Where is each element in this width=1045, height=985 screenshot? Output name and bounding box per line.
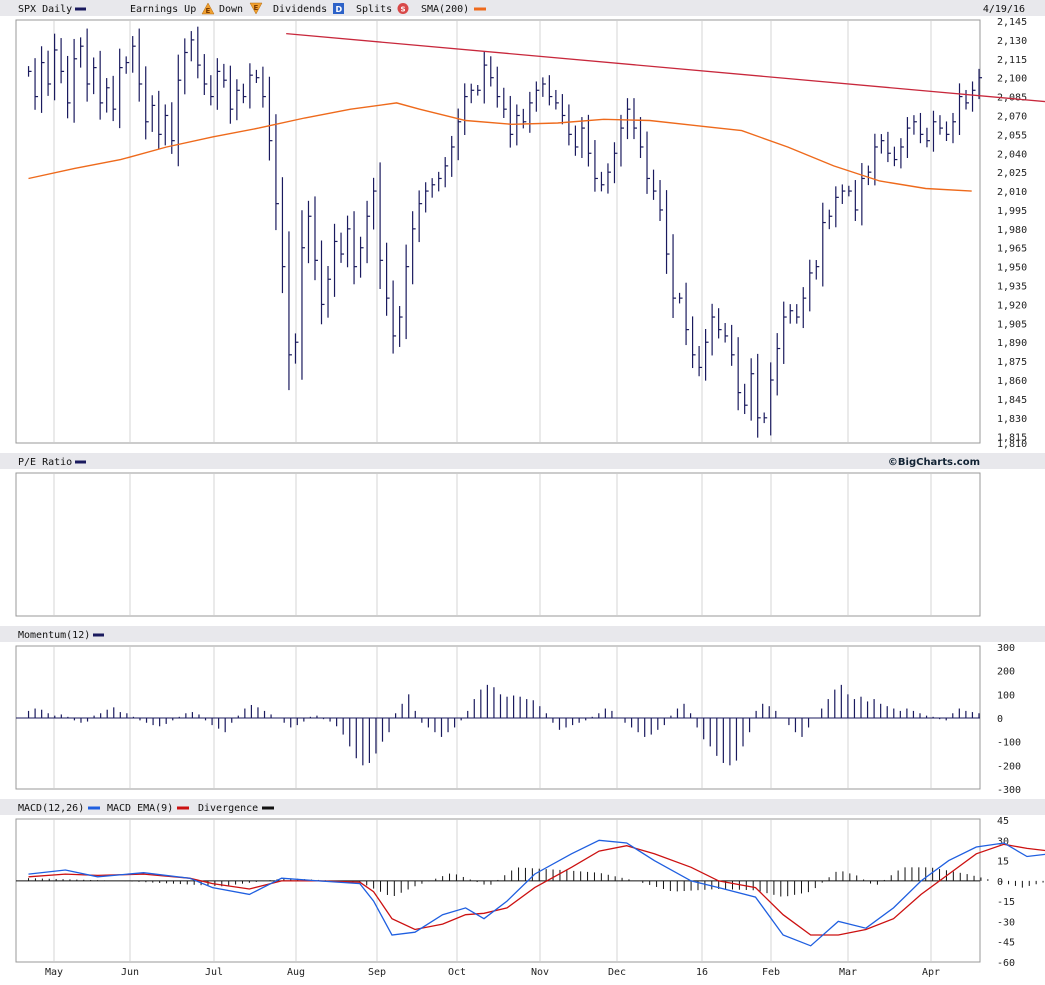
y-tick-label: 2,115 — [997, 55, 1027, 66]
macd-ema-label: MACD EMA(9) — [107, 803, 173, 814]
x-tick-label: Jul — [205, 967, 223, 978]
y-tick-label: -200 — [997, 761, 1021, 772]
y-tick-label: 1,935 — [997, 282, 1027, 293]
y-tick-label: 2,130 — [997, 36, 1027, 47]
y-tick-label: 1,875 — [997, 357, 1027, 368]
y-tick-label: -100 — [997, 738, 1021, 749]
ohlc-bar — [979, 69, 982, 99]
momentum-y-axis: 300 200 100 0 -100 -200 -300 — [997, 643, 1021, 796]
y-tick-label: 300 — [997, 643, 1015, 654]
x-tick-label: Jun — [121, 967, 139, 978]
sma-label: SMA(200) — [421, 4, 469, 15]
x-tick-label: May — [45, 967, 63, 978]
macd-pane — [16, 819, 980, 962]
y-tick-label: 15 — [997, 857, 1009, 868]
y-tick-label: 2,145 — [997, 17, 1027, 28]
x-tick-label: Mar — [839, 967, 857, 978]
divergence-label: Divergence — [198, 803, 258, 814]
dividends-label: Dividends — [273, 4, 327, 15]
price-y-axis: 2,1452,1302,1152,1002,0852,0702,0552,040… — [997, 17, 1027, 450]
y-tick-label: 1,965 — [997, 244, 1027, 255]
y-tick-label: -15 — [997, 897, 1015, 908]
y-tick-label: 1,995 — [997, 206, 1027, 217]
y-tick-label: 2,040 — [997, 149, 1027, 160]
x-tick-label: Dec — [608, 967, 626, 978]
earnings-down-glyph: E — [254, 4, 259, 12]
earnings-up-label: Earnings Up — [130, 4, 196, 15]
pe-label: P/E Ratio — [18, 457, 72, 468]
y-tick-label: 1,860 — [997, 376, 1027, 387]
y-tick-label: 0 — [997, 714, 1003, 725]
y-tick-label: 1,845 — [997, 395, 1027, 406]
momentum-header-bar — [0, 626, 1045, 642]
earnings-up-glyph: E — [206, 7, 211, 15]
y-tick-label: 2,025 — [997, 168, 1027, 179]
chart-date: 4/19/16 — [983, 4, 1025, 15]
y-tick-label: -300 — [997, 785, 1021, 796]
y-tick-label: 45 — [997, 816, 1009, 827]
y-tick-label: 1,980 — [997, 225, 1027, 236]
y-tick-label: -60 — [997, 958, 1015, 969]
bigcharts-credit: ©BigCharts.com — [888, 457, 980, 468]
x-tick-label: Feb — [762, 967, 780, 978]
y-tick-label: 2,070 — [997, 111, 1027, 122]
y-tick-label: 100 — [997, 690, 1015, 701]
y-tick-label: 2,010 — [997, 187, 1027, 198]
pe-pane — [16, 473, 980, 616]
y-tick-label: 1,920 — [997, 300, 1027, 311]
x-tick-label: Sep — [368, 967, 386, 978]
earnings-down-label: Down — [219, 4, 243, 15]
y-tick-label: 2,100 — [997, 74, 1027, 85]
y-tick-label: 200 — [997, 667, 1015, 678]
splits-glyph: S — [401, 6, 406, 14]
x-tick-label: Oct — [448, 967, 466, 978]
y-tick-label: 1,905 — [997, 319, 1027, 330]
y-tick-label: 1,890 — [997, 338, 1027, 349]
x-tick-label: Nov — [531, 967, 549, 978]
dividends-glyph: D — [336, 5, 343, 14]
y-tick-label: -30 — [997, 917, 1015, 928]
y-tick-label: 1,810 — [997, 439, 1027, 450]
x-tick-label: Apr — [922, 967, 940, 978]
momentum-label: Momentum(12) — [18, 630, 90, 641]
splits-label: Splits — [356, 4, 392, 15]
symbol-label: SPX Daily — [18, 4, 72, 15]
y-tick-label: 2,055 — [997, 130, 1027, 141]
y-tick-label: 1,950 — [997, 263, 1027, 274]
y-tick-label: -45 — [997, 938, 1015, 949]
x-tick-label: 16 — [696, 967, 708, 978]
x-axis-months: May Jun Jul Aug Sep Oct Nov Dec 16 Feb Mar Apr — [45, 967, 940, 978]
macd-label: MACD(12,26) — [18, 803, 84, 814]
x-tick-label: Aug — [287, 967, 305, 978]
y-tick-label: 1,830 — [997, 414, 1027, 425]
